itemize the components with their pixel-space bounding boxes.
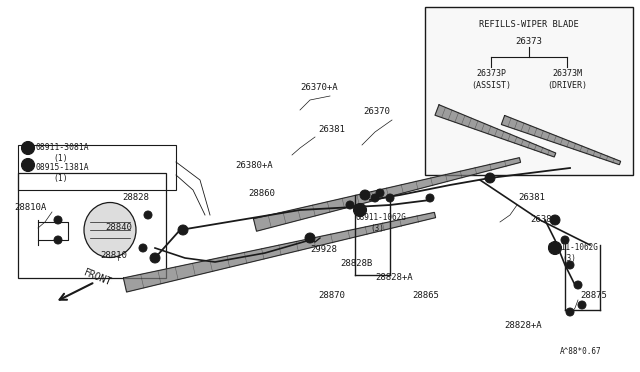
Text: 08911-1062G: 08911-1062G <box>355 214 406 222</box>
Text: 26373: 26373 <box>516 37 543 46</box>
Circle shape <box>428 196 432 200</box>
Circle shape <box>561 236 569 244</box>
Circle shape <box>22 158 35 171</box>
Circle shape <box>376 189 384 197</box>
Text: V: V <box>26 163 30 167</box>
Ellipse shape <box>84 202 136 257</box>
Circle shape <box>388 196 392 200</box>
Polygon shape <box>435 105 556 157</box>
Circle shape <box>553 218 557 222</box>
Text: 26381: 26381 <box>518 193 545 202</box>
Circle shape <box>373 196 377 200</box>
Text: (DRIVER): (DRIVER) <box>547 81 587 90</box>
Text: 28828+A: 28828+A <box>504 321 541 330</box>
Text: 26370+A: 26370+A <box>300 83 338 93</box>
Circle shape <box>550 215 560 225</box>
Circle shape <box>180 228 185 232</box>
Text: REFILLS-WIPER BLADE: REFILLS-WIPER BLADE <box>479 20 579 29</box>
Text: 26373M: 26373M <box>552 69 582 78</box>
Circle shape <box>144 211 152 219</box>
Text: 28860: 28860 <box>248 189 275 199</box>
Circle shape <box>139 244 147 252</box>
Text: 28828: 28828 <box>122 193 149 202</box>
Circle shape <box>568 310 572 314</box>
Text: 26380+A: 26380+A <box>235 160 273 170</box>
Circle shape <box>371 194 379 202</box>
Circle shape <box>178 225 188 235</box>
Circle shape <box>348 203 352 207</box>
Text: (1): (1) <box>53 173 68 183</box>
Circle shape <box>308 236 312 240</box>
Circle shape <box>548 241 561 254</box>
Circle shape <box>153 256 157 260</box>
Text: 28840: 28840 <box>105 224 132 232</box>
Text: 28810A: 28810A <box>14 203 46 212</box>
Text: (ASSIST): (ASSIST) <box>471 81 511 90</box>
Text: (1): (1) <box>53 154 68 163</box>
Circle shape <box>54 236 62 244</box>
Text: 28828+A: 28828+A <box>375 273 413 282</box>
Text: FRONT: FRONT <box>82 268 113 288</box>
Text: A^88*0.67: A^88*0.67 <box>560 347 602 356</box>
Text: 28875: 28875 <box>580 291 607 299</box>
Text: N: N <box>26 145 30 151</box>
Text: 28810: 28810 <box>100 250 127 260</box>
Text: 26373P: 26373P <box>476 69 506 78</box>
Circle shape <box>426 194 434 202</box>
Text: 26381: 26381 <box>318 125 345 135</box>
Text: 28865: 28865 <box>412 291 439 299</box>
Circle shape <box>378 191 382 195</box>
Circle shape <box>56 218 60 222</box>
Bar <box>18 145 176 190</box>
Text: 29928: 29928 <box>310 246 337 254</box>
Text: (3): (3) <box>562 253 576 263</box>
Polygon shape <box>253 158 520 231</box>
Circle shape <box>56 238 60 242</box>
Text: N: N <box>553 245 557 251</box>
Text: 28870: 28870 <box>318 291 345 299</box>
Circle shape <box>576 283 580 287</box>
Text: 08911-3081A: 08911-3081A <box>36 144 90 153</box>
Text: 08915-1381A: 08915-1381A <box>36 164 90 173</box>
Circle shape <box>54 216 62 224</box>
Circle shape <box>566 308 574 316</box>
Text: 08911-1062G: 08911-1062G <box>548 244 599 253</box>
Text: 28828B: 28828B <box>340 259 372 267</box>
Circle shape <box>386 194 394 202</box>
Circle shape <box>578 301 586 309</box>
Bar <box>425 7 633 175</box>
Circle shape <box>305 233 315 243</box>
Circle shape <box>485 173 495 183</box>
Polygon shape <box>124 212 436 292</box>
Circle shape <box>360 190 370 200</box>
Text: 26370: 26370 <box>363 108 390 116</box>
Circle shape <box>353 203 367 217</box>
Circle shape <box>563 238 567 242</box>
Circle shape <box>566 261 574 269</box>
Text: 26380: 26380 <box>530 215 557 224</box>
Circle shape <box>346 201 354 209</box>
Circle shape <box>574 281 582 289</box>
Text: N: N <box>358 207 362 213</box>
Circle shape <box>150 253 160 263</box>
Bar <box>18 173 166 278</box>
Polygon shape <box>501 115 621 165</box>
Circle shape <box>146 213 150 217</box>
Text: (3): (3) <box>370 224 384 232</box>
Circle shape <box>22 141 35 154</box>
Circle shape <box>568 263 572 267</box>
Circle shape <box>363 193 367 197</box>
Circle shape <box>488 176 492 180</box>
Circle shape <box>141 246 145 250</box>
Circle shape <box>580 303 584 307</box>
